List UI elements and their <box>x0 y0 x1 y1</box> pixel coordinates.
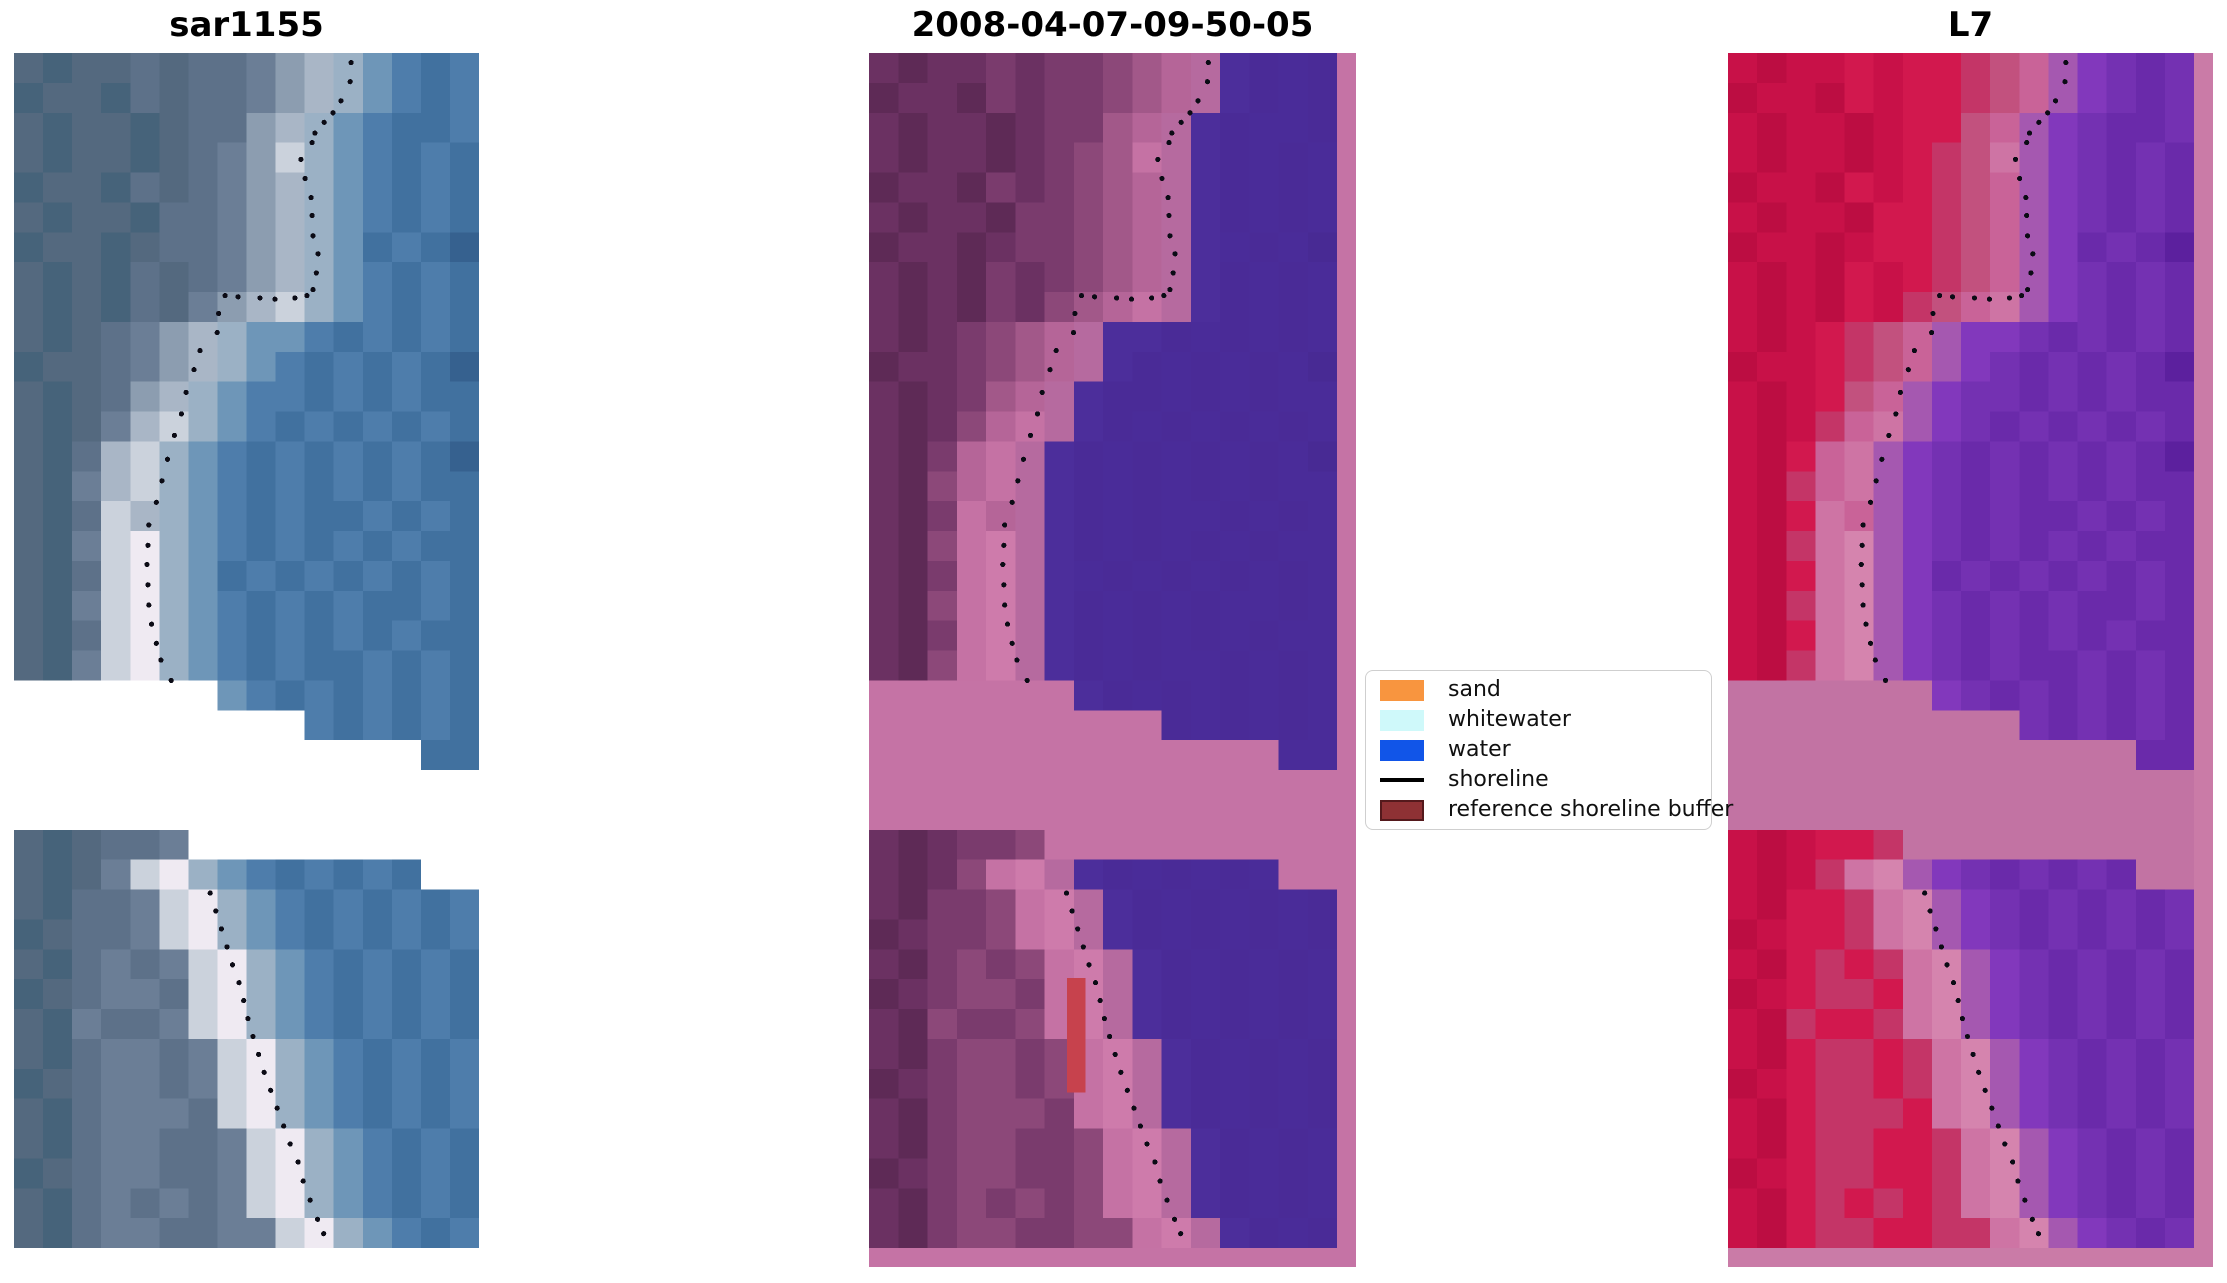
nodata-strip-right <box>2194 53 2213 1267</box>
panel-image-classified <box>869 53 1356 1267</box>
sand-swatch <box>1380 679 1424 701</box>
legend-box: sand whitewater water shoreline referenc… <box>1365 670 1733 830</box>
legend-item-water: water <box>1380 739 1697 761</box>
sand-detection-patch <box>1067 977 1086 1093</box>
legend-label-shoreline: shoreline <box>1448 767 1549 792</box>
legend-item-reference-shoreline-buffer: reference shoreline buffer <box>1380 799 1733 821</box>
legend-item-sand: sand <box>1380 679 1697 701</box>
panel-title-date: 2008-04-07-09-50-05 <box>911 5 1314 45</box>
panel-image-sar1155 <box>14 53 479 1248</box>
nodata-strip-bottom <box>1728 1248 2213 1267</box>
shoreline-dots <box>1858 60 2069 1237</box>
legend-label-water: water <box>1448 737 1511 762</box>
panel-image-l7 <box>1728 53 2213 1267</box>
legend-label-whitewater: whitewater <box>1448 707 1571 732</box>
legend-label-reference-shoreline-buffer: reference shoreline buffer <box>1448 797 1734 822</box>
shoreline-dots <box>1000 60 1211 1237</box>
panel-title-sar1155: sar1155 <box>169 5 324 45</box>
legend-item-whitewater: whitewater <box>1380 709 1697 731</box>
water-swatch <box>1380 739 1424 761</box>
nodata-strip-bottom <box>869 1248 1356 1267</box>
legend-item-shoreline: shoreline <box>1380 769 1697 791</box>
nodata-strip-right <box>1337 53 1356 1267</box>
whitewater-swatch <box>1380 709 1424 731</box>
reference-shoreline-buffer-swatch <box>1380 799 1424 821</box>
panel-title-l7: L7 <box>1947 5 1994 45</box>
shoreline-dots <box>144 60 354 1237</box>
legend-label-sand: sand <box>1448 677 1501 702</box>
shoreline-line-swatch <box>1380 778 1424 782</box>
